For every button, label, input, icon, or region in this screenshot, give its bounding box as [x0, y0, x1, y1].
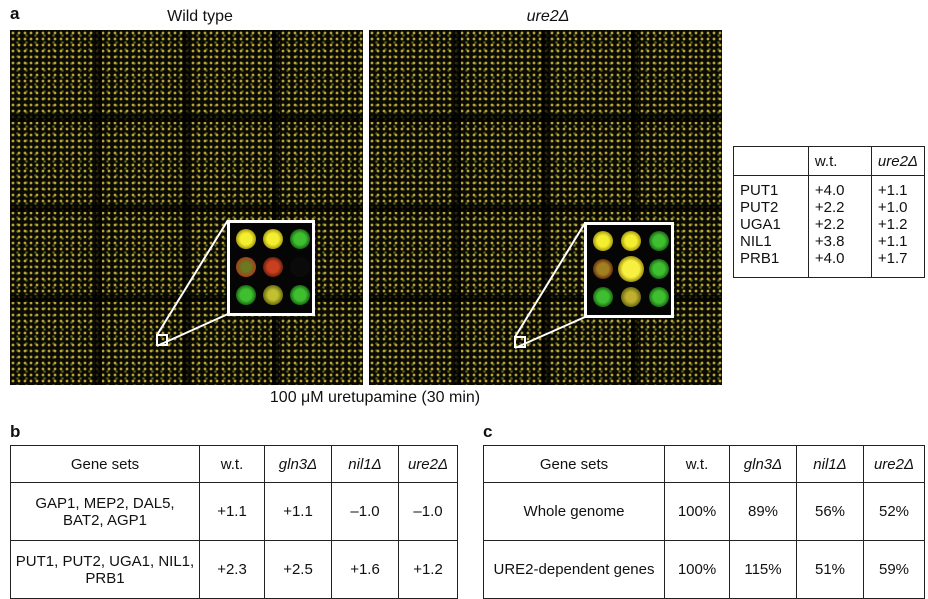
- table-cell: –1.0: [398, 482, 458, 541]
- ure2-zoom-source-box: [514, 336, 526, 348]
- table-header-ure2: ure2Δ: [863, 445, 925, 483]
- spot-yellow: [621, 231, 641, 251]
- gene-name: PUT1: [740, 182, 779, 199]
- wild-type-zoom-lines: [156, 219, 229, 347]
- table-cell: 100%: [664, 482, 730, 541]
- spot-red: [236, 257, 256, 277]
- gene-set-label: Whole genome: [483, 482, 665, 541]
- table-cell: +1.1: [870, 233, 925, 250]
- ure2-microarray-image: [369, 30, 722, 385]
- ure2-zoom-lines: [514, 222, 586, 349]
- table-header-wt: w.t.: [807, 146, 872, 176]
- panel-a-letter: a: [10, 4, 20, 23]
- table-header-gene-sets: Gene sets: [10, 445, 200, 483]
- table-cell: 89%: [729, 482, 797, 541]
- spot-yellow: [263, 229, 283, 249]
- table-header-nil1: nil1Δ: [331, 445, 399, 483]
- gene-set-label: PUT1, PUT2, UGA1, NIL1, PRB1: [10, 540, 200, 599]
- table-cell: 52%: [863, 482, 925, 541]
- table-header-gln3: gln3Δ: [264, 445, 332, 483]
- wild-type-microarray-image: [10, 30, 363, 385]
- table-cell: +4.0: [807, 250, 872, 278]
- wild-type-zoom-source-box: [156, 334, 168, 346]
- gene-name: UGA1: [740, 216, 781, 233]
- table-cell: +1.6: [331, 540, 399, 599]
- table-cell: +1.1: [870, 175, 925, 199]
- wild-type-title: Wild type: [167, 8, 233, 25]
- table-cell: 59%: [863, 540, 925, 599]
- table-header-ure2: ure2Δ: [398, 445, 458, 483]
- ure2-zoom-inset: [584, 222, 674, 318]
- table-cell: +2.5: [264, 540, 332, 599]
- spot-green: [649, 259, 669, 279]
- gene-set-label: GAP1, MEP2, DAL5, BAT2, AGP1: [10, 482, 200, 541]
- spot-orange: [593, 259, 613, 279]
- table-cell: +1.7: [870, 250, 925, 278]
- spot-yellow: [236, 229, 256, 249]
- table-cell: +1.2: [870, 216, 925, 233]
- table-cell: –1.0: [331, 482, 399, 541]
- table-header-gln3: gln3Δ: [729, 445, 797, 483]
- table-cell: 115%: [729, 540, 797, 599]
- table-cell: +1.0: [870, 199, 925, 216]
- wild-type-zoom-inset: [227, 220, 315, 316]
- table-header-wt: w.t.: [664, 445, 730, 483]
- panel-c-table: Gene sets w.t. gln3Δ nil1Δ ure2Δ Whole g…: [483, 445, 925, 599]
- table-header-cell: [733, 146, 809, 176]
- table-header-nil1: nil1Δ: [796, 445, 864, 483]
- spot-green: [290, 229, 310, 249]
- spot-green: [649, 287, 669, 307]
- spot-green: [593, 287, 613, 307]
- gene-name: NIL1: [740, 233, 772, 250]
- table-cell: +3.8: [807, 233, 872, 250]
- table-header-gene-sets: Gene sets: [483, 445, 665, 483]
- table-header-wt: w.t.: [199, 445, 265, 483]
- gene-name: PUT2: [740, 199, 779, 216]
- spot-yellow: [621, 287, 641, 307]
- spot-red: [263, 257, 283, 277]
- gene-name: PRB1: [740, 250, 780, 267]
- panel-b-table: Gene sets w.t. gln3Δ nil1Δ ure2Δ GAP1, M…: [10, 445, 458, 599]
- treatment-caption: 100 μM uretupamine (30 min): [269, 389, 481, 406]
- spot-yellow-large: [618, 256, 644, 282]
- table-cell: +1.1: [264, 482, 332, 541]
- spot-dark: [290, 257, 310, 277]
- panel-b-letter: b: [10, 422, 21, 441]
- table-cell: +2.2: [807, 216, 872, 233]
- spot-green: [649, 231, 669, 251]
- table-cell: 56%: [796, 482, 864, 541]
- table-cell: +2.3: [199, 540, 265, 599]
- gene-set-label: URE2-dependent genes: [483, 540, 665, 599]
- table-header-ure2: ure2Δ: [870, 146, 925, 176]
- panel-a-fold-change-table: w.t. ure2Δ PUT1 +4.0 +1.1 PUT2 +2.2 +1.0 UGA…: [733, 146, 925, 278]
- panel-c-letter: c: [483, 422, 493, 441]
- spot-green: [236, 285, 256, 305]
- table-cell: +2.2: [807, 199, 872, 216]
- table-cell: +1.1: [199, 482, 265, 541]
- table-cell: 100%: [664, 540, 730, 599]
- spot-yellow: [593, 231, 613, 251]
- table-cell: +1.2: [398, 540, 458, 599]
- table-cell: +4.0: [807, 175, 872, 199]
- spot-green: [290, 285, 310, 305]
- ure2-title: ure2Δ: [526, 8, 570, 25]
- spot-yellow: [263, 285, 283, 305]
- table-cell: 51%: [796, 540, 864, 599]
